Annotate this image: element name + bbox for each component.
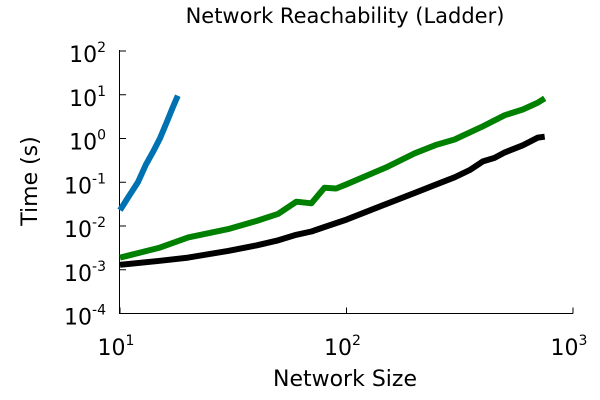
tick-label-base: 10 [64, 174, 92, 199]
tick-label-base: 10 [98, 336, 126, 361]
tick-label: 10-3 [64, 259, 106, 287]
chart-title: Network Reachability (Ladder) [186, 4, 505, 28]
tick-label: 10-4 [64, 303, 106, 331]
tick-label-base: 10 [64, 218, 92, 243]
tick-label-exponent: -1 [92, 171, 106, 187]
tick-label-base: 10 [324, 336, 352, 361]
tick-label: 101 [69, 84, 106, 112]
series-line-2 [119, 95, 547, 261]
x-axis-label: Network Size [273, 367, 417, 392]
tick-label-exponent: 0 [97, 128, 106, 144]
tick-label: 100 [69, 128, 106, 156]
tick-label-exponent: -3 [92, 259, 106, 275]
tick-label-exponent: 2 [97, 40, 106, 56]
tick-label: 101 [98, 333, 135, 361]
tick-label: 102 [324, 333, 361, 361]
tick-label-base: 10 [64, 306, 92, 331]
tick-label-base: 10 [64, 262, 92, 287]
x-axis-ticks: 101 102 103 [98, 307, 588, 361]
tick-label-base: 10 [551, 336, 579, 361]
tick-label-exponent: 1 [126, 333, 135, 349]
tick-label-base: 10 [69, 43, 97, 68]
y-axis-label: Time (s) [18, 136, 43, 226]
tick-label: 102 [69, 40, 106, 68]
tick-label-base: 10 [69, 87, 97, 112]
tick-label-exponent: 3 [579, 333, 588, 349]
tick-label-exponent: 2 [352, 333, 361, 349]
tick-label: 10-2 [64, 215, 106, 243]
plot-series [117, 94, 547, 268]
tick-label-exponent: -2 [92, 215, 106, 231]
series-line-3 [119, 133, 546, 268]
tick-label-exponent: -4 [92, 303, 106, 319]
tick-label-base: 10 [69, 131, 97, 156]
tick-label: 103 [551, 333, 588, 361]
tick-label: 10-1 [64, 171, 106, 199]
series-line-1 [117, 94, 181, 212]
tick-label-exponent: 1 [97, 84, 106, 100]
